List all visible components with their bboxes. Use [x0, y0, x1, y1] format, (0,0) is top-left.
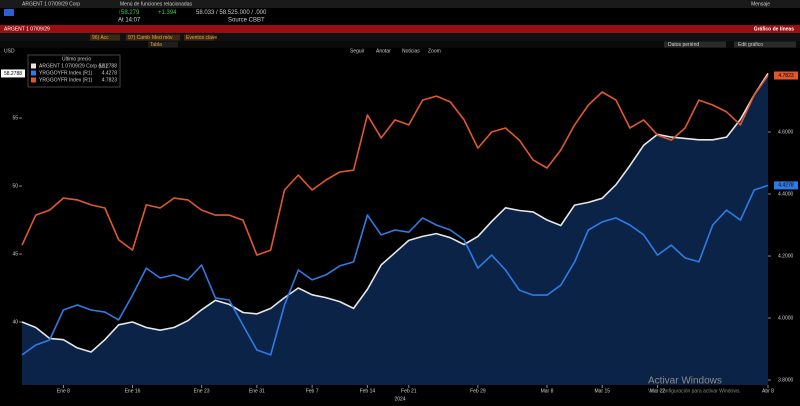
red-bar-title: Gráfico de líneas	[754, 26, 795, 32]
x-tick-label: Mar 15	[594, 388, 610, 394]
ticker-badge	[4, 9, 14, 16]
quote-time: At 14:07	[118, 18, 141, 24]
legend-name: YRGGOYFR Index (R1)	[39, 70, 93, 76]
x-tick-label: Ene 23	[194, 388, 210, 394]
y-axis-label: USD	[4, 48, 15, 54]
legend-value: 58.2788	[99, 63, 117, 69]
toolbar-label[interactable]: Eventos clave	[186, 35, 217, 41]
legend-value: 4.7823	[102, 77, 118, 83]
quote-source: Source CBBT	[228, 18, 265, 24]
red-bar	[0, 25, 800, 33]
last-value-label: 58.2788	[4, 71, 22, 77]
x-axis-year: 2024	[394, 396, 405, 402]
y2-tick-label: 3.8000	[778, 377, 794, 383]
chart-tool[interactable]: Noticias	[402, 48, 420, 54]
last-value-tag	[774, 71, 798, 80]
last-value-tag	[1, 69, 25, 78]
legend-name: ARGENT 1 07/09/29 Corp (L1)	[39, 63, 108, 69]
toolbar-button[interactable]	[148, 41, 178, 48]
legend-swatch	[31, 77, 36, 83]
toolbar-label[interactable]: Med móv	[152, 35, 173, 41]
y2-tick-label: 4.0000	[778, 315, 794, 321]
top-bar	[0, 0, 800, 8]
last-value-label: 4.7823	[778, 73, 794, 79]
toolbar-label[interactable]: 96) Acc	[92, 35, 109, 41]
y-tick-label: 50	[12, 183, 18, 189]
toolbar-label[interactable]: 97) Camb	[128, 35, 150, 41]
security-field[interactable]: ARGENT 1 07/09/29 Corp	[22, 1, 80, 7]
series-line	[21, 72, 769, 353]
price-change: +1.394	[158, 10, 177, 16]
last-price: ↑58.279	[118, 10, 140, 16]
chart-tool[interactable]: Seguir	[350, 48, 365, 54]
x-tick-label: Ene 31	[249, 388, 265, 394]
watermark: Activar Windows	[648, 376, 722, 387]
toolbar	[0, 34, 800, 41]
legend-swatch	[31, 63, 36, 69]
series-line	[21, 75, 769, 256]
y-tick-label: 55	[12, 115, 18, 121]
x-tick-label: Feb 7	[306, 388, 319, 394]
last-value-label: 4.4278	[778, 183, 794, 189]
toolbar-right-button[interactable]	[664, 41, 726, 48]
x-tick-label: Abr 8	[762, 388, 774, 394]
x-tick-label: Mar 22	[650, 388, 666, 394]
legend-name: YRGGOYFR Index (R1)	[39, 77, 93, 83]
legend-box	[27, 54, 121, 88]
y2-tick-label: 4.6000	[778, 129, 794, 135]
y2-tick-label: 4.4000	[778, 191, 794, 197]
x-tick-label: Feb 29	[470, 388, 486, 394]
legend-title: Último precio	[62, 55, 91, 62]
y-tick-label: 40	[12, 319, 18, 325]
toolbar-button[interactable]	[126, 34, 156, 41]
toolbar-button[interactable]	[90, 34, 120, 41]
y2-tick-label: 4.2000	[778, 253, 794, 259]
toolbar-right-label[interactable]: Edit gráfico	[738, 42, 763, 48]
message-button[interactable]: Mensaje	[751, 1, 770, 7]
bid-ask-size: .000 / .000	[238, 10, 267, 16]
chart-tool[interactable]: Anotar	[376, 48, 391, 54]
chart-toolbar	[0, 41, 800, 48]
toolbar-label[interactable]: Tabla	[150, 42, 162, 48]
y-tick-label: 45	[12, 251, 18, 257]
x-tick-label: Mar 8	[541, 388, 554, 394]
watermark-sub: Ve a Configuración para activar Windows.	[648, 388, 741, 394]
x-tick-label: Feb 21	[401, 388, 417, 394]
related-menu[interactable]: Menú de funciones relacionadas	[120, 1, 192, 7]
last-value-tag	[774, 181, 798, 190]
series-area	[22, 73, 768, 386]
x-tick-label: Feb 14	[360, 388, 376, 394]
series-line	[21, 184, 769, 356]
x-tick-label: Ene 16	[125, 388, 141, 394]
legend-value: 4.4278	[102, 70, 118, 76]
legend-swatch	[31, 70, 36, 76]
red-bar-security: ARGENT 1 07/09/29	[4, 26, 50, 32]
chart-tool[interactable]: Zoom	[428, 48, 441, 54]
x-tick-label: Ene 8	[57, 388, 70, 394]
toolbar-button[interactable]	[184, 34, 214, 41]
toolbar-button[interactable]	[150, 34, 180, 41]
toolbar-right-button[interactable]	[734, 41, 796, 48]
toolbar-right-label[interactable]: Datos periénd	[668, 42, 699, 48]
bid-ask: 58.033 / 58.525	[196, 10, 238, 16]
